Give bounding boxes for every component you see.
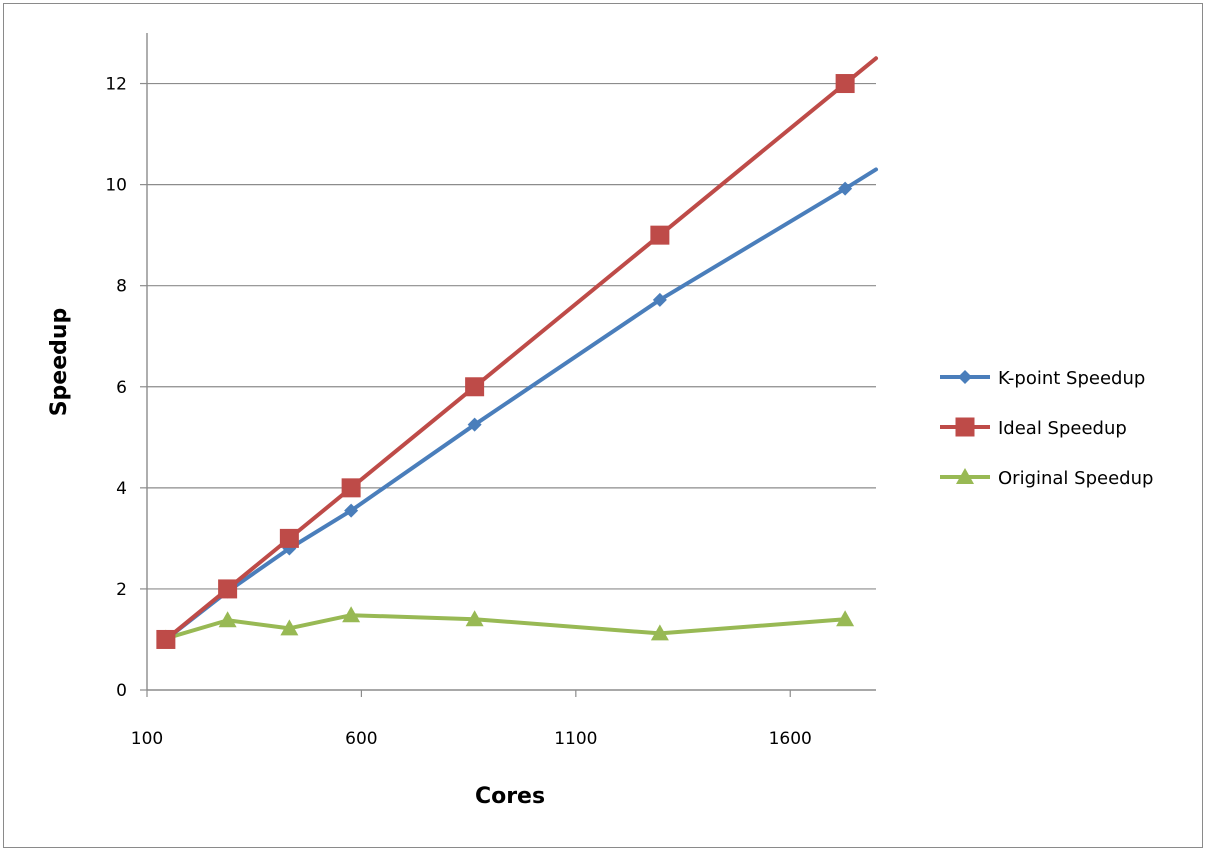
marker-original-speedup-2 — [280, 619, 299, 636]
y-tick-label-10: 10 — [105, 176, 127, 196]
legend-item-ideal-speedup: Ideal Speedup — [940, 417, 1127, 439]
legend-marker-original-speedup — [956, 468, 974, 484]
marker-k-point-speedup-3 — [344, 503, 359, 518]
marker-original-speedup-4 — [465, 610, 484, 627]
marker-ideal-speedup-1 — [218, 579, 238, 599]
y-tick-label-4: 4 — [116, 479, 127, 499]
y-tick-label-8: 8 — [116, 277, 127, 297]
x-tick-label-600: 600 — [345, 729, 377, 749]
y-tick-label-0: 0 — [116, 681, 127, 701]
marker-ideal-speedup-5 — [650, 225, 670, 245]
y-tick-label-6: 6 — [116, 378, 127, 398]
chart-frame — [3, 3, 1203, 848]
x-tick-label-1100: 1100 — [554, 729, 597, 749]
series-line-original-speedup — [163, 613, 848, 641]
marker-ideal-speedup-4 — [465, 377, 485, 397]
x-tick-label-1600: 1600 — [769, 729, 812, 749]
legend-label-ideal-speedup: Ideal Speedup — [998, 418, 1127, 439]
marker-original-speedup-5 — [650, 624, 669, 641]
legend-label-k-point-speedup: K-point Speedup — [998, 368, 1145, 389]
x-tick-labels: 100 600 1100 1600 — [131, 729, 812, 749]
x-axis-title: Cores — [475, 784, 545, 809]
marker-original-speedup-6 — [836, 610, 855, 627]
marker-original-speedup-1 — [218, 611, 237, 628]
legend: K-point Speedup Ideal Speedup Original Spe… — [940, 368, 1153, 489]
legend-marker-k-point-speedup — [958, 370, 972, 384]
marker-ideal-speedup-2 — [279, 528, 299, 548]
series-line-ideal-speedup — [163, 56, 878, 642]
series-markers — [156, 74, 855, 649]
x-tick-label-100: 100 — [131, 729, 163, 749]
series-line-k-point-speedup — [163, 167, 878, 642]
y-tick-labels: 0 2 4 6 8 10 12 — [105, 75, 127, 701]
marker-original-speedup-3 — [342, 606, 361, 623]
marker-ideal-speedup-0 — [156, 629, 176, 649]
axes — [140, 33, 876, 697]
gridlines — [147, 82, 876, 590]
marker-k-point-speedup-5 — [652, 292, 667, 307]
marker-k-point-speedup-6 — [838, 181, 853, 196]
y-axis-title: Speedup — [47, 308, 72, 417]
marker-ideal-speedup-6 — [835, 74, 855, 94]
legend-label-original-speedup: Original Speedup — [998, 468, 1153, 489]
y-tick-label-12: 12 — [105, 75, 127, 95]
marker-ideal-speedup-3 — [341, 478, 361, 498]
marker-k-point-speedup-4 — [467, 417, 482, 432]
legend-marker-ideal-speedup — [955, 417, 975, 437]
y-tick-label-2: 2 — [116, 580, 127, 600]
legend-item-original-speedup: Original Speedup — [940, 468, 1153, 489]
series-lines — [163, 56, 878, 642]
legend-item-k-point-speedup: K-point Speedup — [940, 368, 1145, 389]
